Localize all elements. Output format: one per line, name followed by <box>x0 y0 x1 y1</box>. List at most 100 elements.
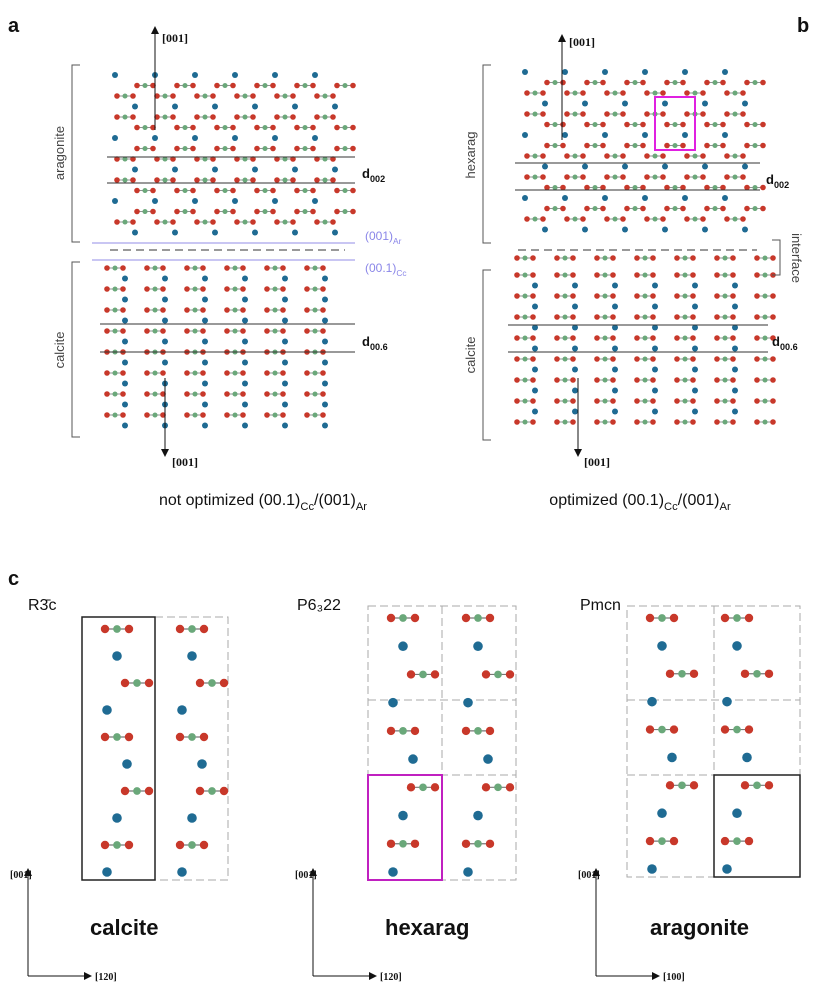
oxygen-atom <box>554 314 560 320</box>
oxygen-atom <box>604 153 610 159</box>
unit-cell <box>81 616 156 881</box>
oxygen-atom <box>674 356 680 362</box>
oxygen-atom <box>350 187 356 194</box>
carbon-atom <box>722 255 728 261</box>
oxygen-atom <box>594 272 600 278</box>
carbon-atom <box>312 265 318 271</box>
oxygen-atom <box>210 93 216 99</box>
carbon-atom <box>762 377 768 383</box>
carbon-atom <box>192 286 198 292</box>
oxygen-atom <box>195 786 205 796</box>
carbon-atom <box>202 93 208 99</box>
oxygen-atom <box>254 145 260 152</box>
oxygen-atom <box>704 205 710 212</box>
panel-label: a <box>8 15 20 37</box>
oxygen-atom <box>104 328 110 334</box>
oxygen-atom <box>720 79 726 86</box>
oxygen-atom <box>524 216 530 222</box>
oxygen-atom <box>304 412 310 418</box>
calcium-atom <box>282 401 288 408</box>
carbon-atom <box>302 187 308 194</box>
oxygen-atom <box>290 219 296 225</box>
calcium-atom <box>692 303 698 310</box>
calcium-atom <box>522 132 528 138</box>
carbon-atom <box>762 335 768 341</box>
oxygen-atom <box>770 335 776 341</box>
oxygen-atom <box>730 314 736 320</box>
calcium-atom <box>612 345 618 352</box>
oxygen-atom <box>640 205 646 212</box>
oxygen-atom <box>720 205 726 212</box>
oxygen-atom <box>524 90 530 96</box>
oxygen-atom <box>524 111 530 117</box>
carbon-atom <box>162 177 168 183</box>
oxygen-atom <box>664 184 670 191</box>
oxygen-atom <box>684 153 690 159</box>
oxygen-atom <box>184 391 190 397</box>
carbon-atom <box>113 625 121 633</box>
oxygen-atom <box>660 153 666 159</box>
carbon-atom <box>242 177 248 183</box>
calcium-atom <box>202 275 208 282</box>
oxygen-atom <box>744 725 754 734</box>
carbon-atom <box>188 733 196 741</box>
carbon-atom <box>642 255 648 261</box>
oxygen-atom <box>560 121 566 128</box>
oxygen-atom <box>320 328 326 334</box>
oxygen-atom <box>730 272 736 278</box>
carbon-atom <box>733 614 741 622</box>
carbon-atom <box>752 184 758 191</box>
oxygen-atom <box>714 314 720 320</box>
oxygen-atom <box>600 121 606 128</box>
calcium-atom <box>112 135 118 141</box>
oxygen-atom <box>134 124 140 131</box>
oxygen-atom <box>230 124 236 131</box>
lattice-lines <box>100 156 355 353</box>
calcium-atom <box>202 338 208 345</box>
oxygen-atom <box>144 307 150 313</box>
carbon-atom <box>522 314 528 320</box>
oxygen-atom <box>230 145 236 152</box>
carbon-atom <box>752 142 758 149</box>
calcium-atom <box>473 810 483 821</box>
oxygen-atom <box>514 272 520 278</box>
oxygen-atom <box>610 356 616 362</box>
oxygen-atom <box>770 293 776 299</box>
oxygen-atom <box>334 145 340 152</box>
carbon-atom <box>312 391 318 397</box>
oxygen-atom <box>690 398 696 404</box>
oxygen-atom <box>200 391 206 397</box>
carbon-atom <box>342 124 348 131</box>
oxygen-atom <box>540 153 546 159</box>
oxygen-atom <box>280 328 286 334</box>
calcium-atom <box>232 135 238 141</box>
oxygen-atom <box>184 307 190 313</box>
calcium-atom <box>682 132 688 138</box>
oxygen-atom <box>690 356 696 362</box>
carbon-atom <box>232 412 238 418</box>
oxygen-atom <box>674 398 680 404</box>
oxygen-atom <box>120 786 130 796</box>
axis-label: [120] <box>95 972 117 983</box>
carbon-atom <box>282 177 288 183</box>
calcium-atom <box>187 651 197 661</box>
carbon-atom <box>652 174 658 180</box>
oxygen-atom <box>274 156 280 162</box>
oxygen-atom <box>720 836 730 846</box>
oxygen-atom <box>580 90 586 96</box>
carbon-atom <box>112 265 118 271</box>
oxygen-atom <box>230 187 236 194</box>
oxygen-atom <box>624 205 630 212</box>
oxygen-atom <box>740 174 746 180</box>
calcium-atom <box>202 401 208 408</box>
oxygen-atom <box>624 184 630 191</box>
oxygen-atom <box>730 398 736 404</box>
oxygen-atom <box>760 79 766 86</box>
plane-label: (001)Ar <box>365 229 402 246</box>
carbon-atom <box>112 307 118 313</box>
oxygen-atom <box>570 419 576 425</box>
carbon-atom <box>222 82 228 89</box>
calcium-atom <box>192 72 198 78</box>
carbon-atom <box>672 121 678 128</box>
oxygen-atom <box>174 124 180 131</box>
